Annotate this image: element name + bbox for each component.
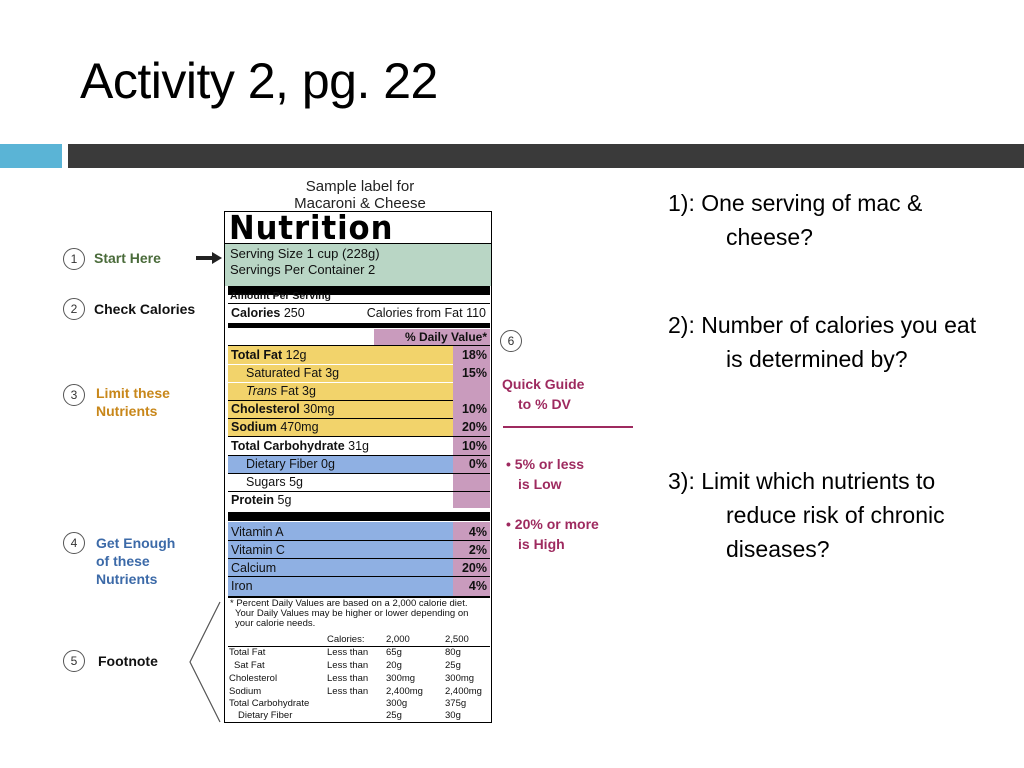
thick-divider	[228, 512, 490, 521]
vitamin-row: Iron 4%	[231, 579, 487, 593]
row-divider	[228, 558, 490, 559]
dv-header-bg	[374, 329, 490, 345]
step-3-circle: 3	[63, 384, 85, 406]
step-1-circle: 1	[63, 248, 85, 270]
step-2-circle: 2	[63, 298, 85, 320]
guide-item-high: • 20% or more is High	[506, 516, 599, 552]
row-divider	[228, 540, 490, 541]
quick-guide-title: Quick Guide to % DV	[502, 376, 585, 412]
step-6-circle: 6	[500, 330, 522, 352]
row-divider	[228, 473, 490, 474]
footnote-bracket-icon	[189, 601, 221, 723]
limit-nutrients-block	[228, 346, 453, 436]
calories-label: Calories	[231, 306, 281, 320]
nutrient-row: Sugars 5g	[246, 475, 303, 489]
label-caption: Sample label for Macaroni & Cheese	[228, 178, 492, 212]
row-divider	[228, 455, 490, 456]
fiber-highlight	[228, 455, 453, 473]
serving-size: Serving Size 1 cup (228g)	[230, 246, 380, 261]
footnote-rule	[228, 646, 490, 647]
thick-divider	[228, 323, 490, 328]
servings-per-container: Servings Per Container 2	[230, 262, 376, 277]
nutrient-row: Total Carbohydrate 31g 10%	[231, 439, 487, 453]
thin-divider	[228, 345, 490, 346]
step-5-circle: 5	[63, 650, 85, 672]
row-divider	[228, 491, 490, 492]
calories-value: 250	[283, 306, 305, 320]
accent-band-blue	[0, 144, 62, 168]
accent-band-gray	[68, 144, 1024, 168]
nutrient-row: Sodium 470mg 20%	[231, 420, 487, 434]
thin-divider	[228, 303, 490, 304]
step-4-circle: 4	[63, 532, 85, 554]
nutrient-row: Cholesterol 30mg 10%	[231, 402, 487, 416]
nutrient-row: Total Fat 12g 18%	[231, 348, 487, 362]
step-2-label: Check Calories	[94, 301, 196, 317]
thick-divider	[228, 596, 490, 598]
dv-column-carb	[453, 436, 490, 508]
row-divider	[228, 400, 453, 401]
label-caption-line1: Sample label for	[305, 178, 415, 195]
slide-title: Activity 2, pg. 22	[80, 53, 438, 109]
arrow-icon	[196, 256, 214, 260]
dv-column-vitamins	[453, 522, 490, 596]
row-divider	[228, 364, 453, 365]
amount-per-serving: Amount Per Serving	[230, 290, 331, 302]
label-caption-line2: Macaroni & Cheese	[294, 195, 426, 212]
question-2: 2): Number of calories you eat is determ…	[668, 312, 977, 372]
row-divider	[228, 418, 453, 419]
step-4-label: Get Enough of these Nutrients	[96, 535, 176, 587]
calories-row: Calories 250 Calories from Fat 110	[228, 304, 490, 322]
nutrient-row: Saturated Fat 3g 15%	[246, 366, 487, 380]
dv-column-limit	[453, 346, 490, 436]
daily-value-header: % Daily Value*	[404, 330, 487, 344]
row-divider	[228, 436, 490, 437]
question-3: 3): Limit which nutrients to reduce risk…	[668, 468, 945, 562]
step-3-label: Limit these Nutrients	[96, 385, 170, 419]
step-5-label: Footnote	[98, 653, 158, 669]
nutrient-row: Protein 5g	[231, 493, 292, 507]
row-divider	[228, 382, 453, 383]
nutrition-label: Nutrition Facts Serving Size 1 cup (228g…	[224, 208, 492, 723]
step-1-label: Start Here	[94, 250, 161, 266]
row-divider	[228, 576, 490, 577]
guide-item-low: • 5% or less is Low	[506, 456, 585, 492]
question-1: 1): One serving of mac & cheese?	[668, 190, 923, 250]
quick-guide-rule	[503, 426, 633, 428]
thick-divider	[228, 286, 490, 295]
calories-from-fat: Calories from Fat 110	[366, 306, 486, 320]
vitamin-row: Vitamin A 4%	[231, 525, 487, 539]
serving-box: Serving Size 1 cup (228g) Servings Per C…	[225, 243, 491, 286]
enough-nutrients-block	[228, 522, 453, 596]
nutrient-row: Dietary Fiber 0g 0%	[246, 457, 487, 471]
arrow-head-icon	[212, 252, 222, 264]
vitamin-row: Calcium 20%	[231, 561, 487, 575]
footnote-text: * Percent Daily Values are based on a 2,…	[230, 598, 469, 629]
nutrient-row: Trans Fat 3g	[246, 384, 316, 398]
vitamin-row: Vitamin C 2%	[231, 543, 487, 557]
